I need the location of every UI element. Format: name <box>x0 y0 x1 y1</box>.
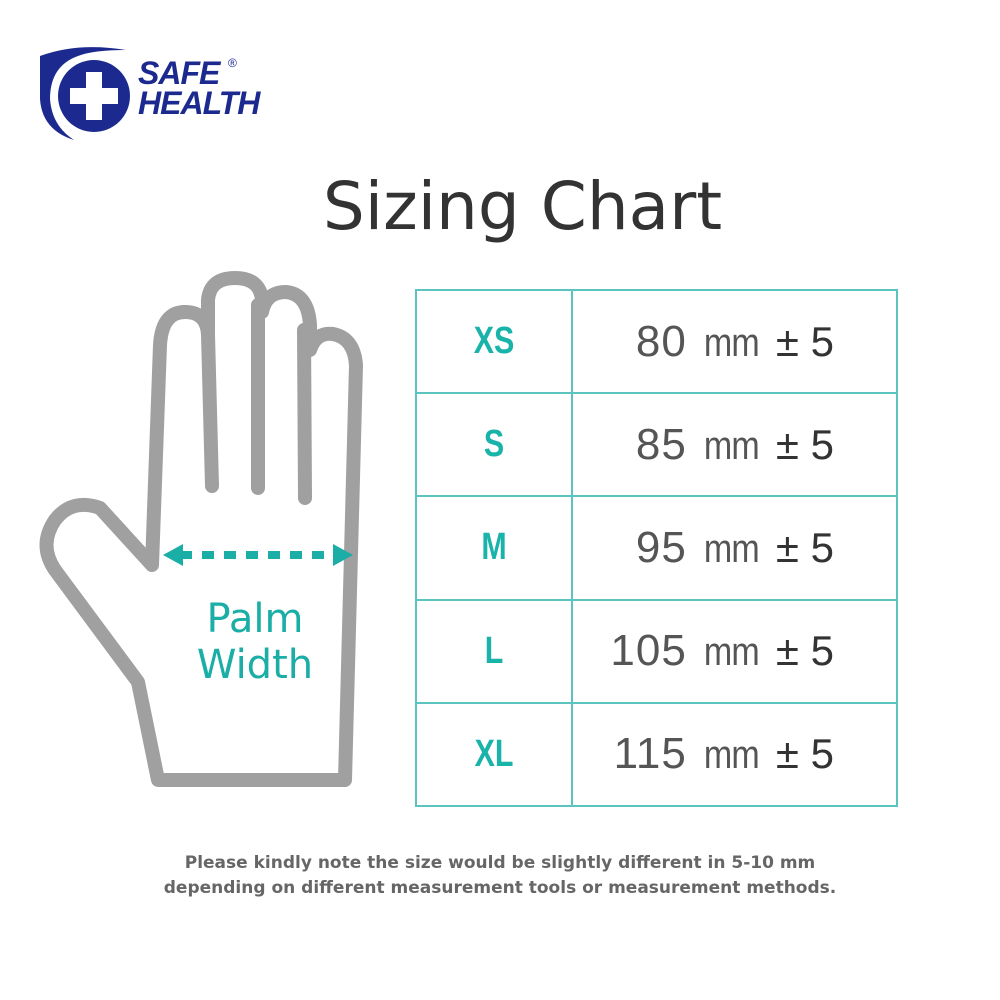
value-tolerance: ± 5 <box>775 523 834 571</box>
palm-width-label: Palm Width <box>155 596 355 688</box>
value-tolerance: ± 5 <box>775 730 834 778</box>
table-row: S 85 mm ± 5 <box>416 392 898 498</box>
logo-line2: HEALTH <box>138 85 260 121</box>
palm-width-value: 115 mm ± 5 <box>571 701 898 808</box>
table-row: L 105 mm ± 5 <box>416 598 898 704</box>
size-label: S <box>430 392 558 498</box>
size-label: XL <box>430 701 558 808</box>
note-line2: depending on different measurement tools… <box>163 878 837 898</box>
palm-width-value: 95 mm ± 5 <box>571 495 898 601</box>
palm-label-line1: Palm <box>206 596 304 642</box>
size-label: M <box>430 495 558 601</box>
value-tolerance: ± 5 <box>775 317 834 365</box>
shield-cross-icon <box>40 47 130 140</box>
value-number: 95 <box>635 522 687 572</box>
size-label: L <box>430 598 558 704</box>
palm-width-value: 85 mm ± 5 <box>571 392 898 498</box>
value-number: 80 <box>635 316 687 366</box>
palm-width-value: 105 mm ± 5 <box>571 598 898 704</box>
logo-line1: SAFE <box>138 55 220 91</box>
size-label: XS <box>430 288 558 395</box>
palm-width-arrow <box>163 544 353 566</box>
safe-health-logo: SAFE HEALTH ® <box>38 44 278 144</box>
logo-text: SAFE HEALTH <box>138 55 260 121</box>
table-row: M 95 mm ± 5 <box>416 495 898 601</box>
value-tolerance: ± 5 <box>775 420 834 468</box>
value-unit: mm <box>703 320 760 365</box>
value-unit: mm <box>703 630 760 675</box>
value-number: 85 <box>635 419 687 469</box>
value-unit: mm <box>703 423 760 468</box>
table-row: XS 80 mm ± 5 <box>416 288 898 395</box>
value-number: 115 <box>613 729 687 779</box>
value-tolerance: ± 5 <box>775 627 834 675</box>
page-title: Sizing Chart <box>322 168 723 245</box>
palm-label-line2: Width <box>196 642 314 688</box>
hand-outline-icon <box>39 271 363 787</box>
value-number: 105 <box>610 626 687 676</box>
sizing-note: Please kindly note the size would be sli… <box>0 851 1000 901</box>
registered-mark: ® <box>228 56 237 70</box>
value-unit: mm <box>703 733 760 778</box>
note-line1: Please kindly note the size would be sli… <box>184 853 816 873</box>
value-unit: mm <box>703 526 760 571</box>
palm-width-value: 80 mm ± 5 <box>571 288 898 395</box>
table-row: XL 115 mm ± 5 <box>416 701 898 808</box>
